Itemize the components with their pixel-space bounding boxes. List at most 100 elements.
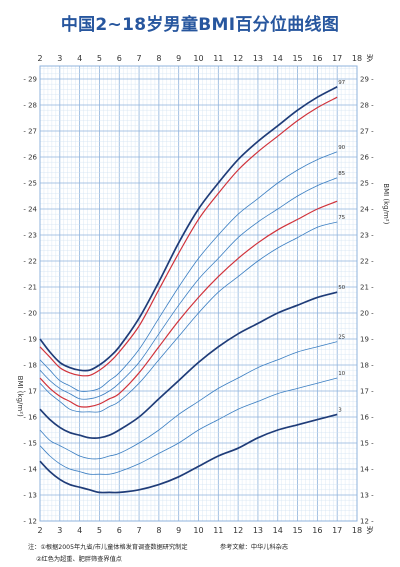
- x-tick-label-bottom: 3: [57, 526, 62, 535]
- x-tick-label-bottom: 8: [156, 526, 161, 535]
- y-tick-label-right: 22 -: [360, 258, 374, 266]
- series-label: 25: [338, 335, 345, 341]
- x-tick-label-bottom: 10: [193, 526, 203, 535]
- x-axis-label-top: 岁: [366, 53, 374, 63]
- y-tick-label-left: - 29: [23, 76, 37, 84]
- series-line-p50: [39, 291, 338, 439]
- x-tick-label-top: 3: [57, 54, 62, 63]
- series-line-red-1: [39, 96, 338, 377]
- y-axis-label-left: BMI (kg/m²): [16, 376, 24, 417]
- y-tick-label-right: 21 -: [360, 284, 374, 292]
- footnote-1: 注：①根据2005年九省/市儿童体格发育调查数据研究制定: [28, 544, 188, 551]
- series-line-p3: [39, 413, 338, 494]
- x-tick-label-top: 9: [176, 54, 181, 63]
- x-tick-label-top: 10: [193, 54, 203, 63]
- x-tick-label-bottom: 15: [292, 526, 302, 535]
- x-tick-label-bottom: 6: [117, 526, 122, 535]
- y-tick-label-right: 27 -: [360, 128, 374, 136]
- x-tick-label-bottom: 13: [253, 526, 263, 535]
- y-tick-label-right: 18 -: [360, 362, 374, 370]
- y-tick-label-left: - 26: [23, 154, 37, 162]
- y-axis-label-right: BMI (kg/m²): [382, 183, 390, 224]
- y-tick-label-right: 24 -: [360, 206, 374, 214]
- y-tick-label-right: 25 -: [360, 180, 374, 188]
- y-tick-label-left: - 18: [23, 362, 37, 370]
- x-tick-label-top: 18: [352, 54, 362, 63]
- x-tick-label-top: 6: [117, 54, 122, 63]
- y-tick-label-left: - 15: [23, 440, 37, 448]
- x-tick-label-top: 8: [156, 54, 161, 63]
- y-tick-label-right: 29 -: [360, 76, 374, 84]
- x-tick-label-top: 16: [312, 54, 322, 63]
- axes: 2 2 3 3 4 4 5 5 6 6 7 7 8 8 9 9 10 10 11 11 12 12 13 13 14 14 15 15…: [16, 53, 390, 535]
- x-tick-label-top: 7: [137, 54, 142, 63]
- x-tick-label-top: 17: [332, 54, 342, 63]
- x-tick-label-bottom: 12: [233, 526, 243, 535]
- x-tick-label-top: 5: [97, 54, 102, 63]
- series-label: 75: [338, 215, 345, 221]
- series-label: 97: [338, 80, 345, 86]
- y-tick-label-left: - 27: [23, 128, 37, 136]
- y-tick-label-right: 28 -: [360, 102, 374, 110]
- series-label: 50: [338, 285, 345, 291]
- series-label: 90: [338, 145, 345, 151]
- y-tick-label-left: - 17: [23, 388, 37, 396]
- series-line-p97: [39, 86, 338, 372]
- x-tick-label-top: 15: [292, 54, 302, 63]
- y-tick-label-right: 15 -: [360, 440, 374, 448]
- series-label: 10: [338, 371, 345, 377]
- grid: [39, 65, 358, 522]
- series-lines: [39, 86, 338, 494]
- series-label: 3: [338, 407, 342, 413]
- series-line-p75: [39, 221, 338, 413]
- footnote-2: ②红色为超重、肥胖筛查界值点: [36, 556, 122, 563]
- x-tick-label-bottom: 17: [332, 526, 342, 535]
- series-line-red-4: [39, 200, 338, 408]
- y-tick-label-left: - 16: [23, 414, 37, 422]
- y-tick-label-left: - 13: [23, 492, 37, 500]
- series-line-p85: [39, 177, 338, 400]
- x-tick-label-bottom: 7: [137, 526, 142, 535]
- x-tick-label-bottom: 11: [213, 526, 223, 535]
- y-tick-label-right: 16 -: [360, 414, 374, 422]
- y-tick-label-left: - 21: [23, 284, 37, 292]
- series-line-p25: [39, 341, 338, 460]
- x-tick-label-bottom: 9: [176, 526, 181, 535]
- y-tick-label-left: - 22: [23, 258, 37, 266]
- series-label: 85: [338, 171, 345, 177]
- x-tick-label-top: 13: [253, 54, 263, 63]
- x-tick-label-bottom: 4: [77, 526, 82, 535]
- x-tick-label-bottom: 16: [312, 526, 322, 535]
- x-tick-label-bottom: 5: [97, 526, 102, 535]
- y-tick-label-right: 17 -: [360, 388, 374, 396]
- x-tick-label-top: 2: [37, 54, 42, 63]
- x-tick-label-bottom: 14: [273, 526, 283, 535]
- y-tick-label-right: 23 -: [360, 232, 374, 240]
- y-tick-label-right: 14 -: [360, 466, 374, 474]
- y-tick-label-right: 12 -: [360, 518, 374, 526]
- y-tick-label-left: - 23: [23, 232, 37, 240]
- y-tick-label-right: 19 -: [360, 336, 374, 344]
- y-tick-label-right: 26 -: [360, 154, 374, 162]
- y-tick-label-left: - 20: [23, 310, 37, 318]
- x-tick-label-bottom: 2: [37, 526, 42, 535]
- y-tick-label-left: - 19: [23, 336, 37, 344]
- y-tick-label-left: - 24: [23, 206, 37, 214]
- x-tick-label-top: 11: [213, 54, 223, 63]
- y-tick-label-right: 13 -: [360, 492, 374, 500]
- chart-title: 中国2~18岁男童BMI百分位曲线图: [60, 15, 340, 35]
- series-labels: 97 90 85 75 50 25 10 3: [338, 80, 345, 414]
- x-tick-label-top: 4: [77, 54, 82, 63]
- plot-frame: [39, 65, 358, 522]
- series-line-p10: [39, 377, 338, 475]
- x-tick-label-bottom: 18: [352, 526, 362, 535]
- y-tick-label-left: - 28: [23, 102, 37, 110]
- x-tick-label-top: 12: [233, 54, 243, 63]
- series-line-p90: [39, 151, 338, 392]
- y-tick-label-left: - 12: [23, 518, 37, 526]
- x-axis-label-bottom: 岁: [366, 525, 374, 535]
- y-tick-label-right: 20 -: [360, 310, 374, 318]
- x-tick-label-top: 14: [273, 54, 283, 63]
- y-tick-label-left: - 25: [23, 180, 37, 188]
